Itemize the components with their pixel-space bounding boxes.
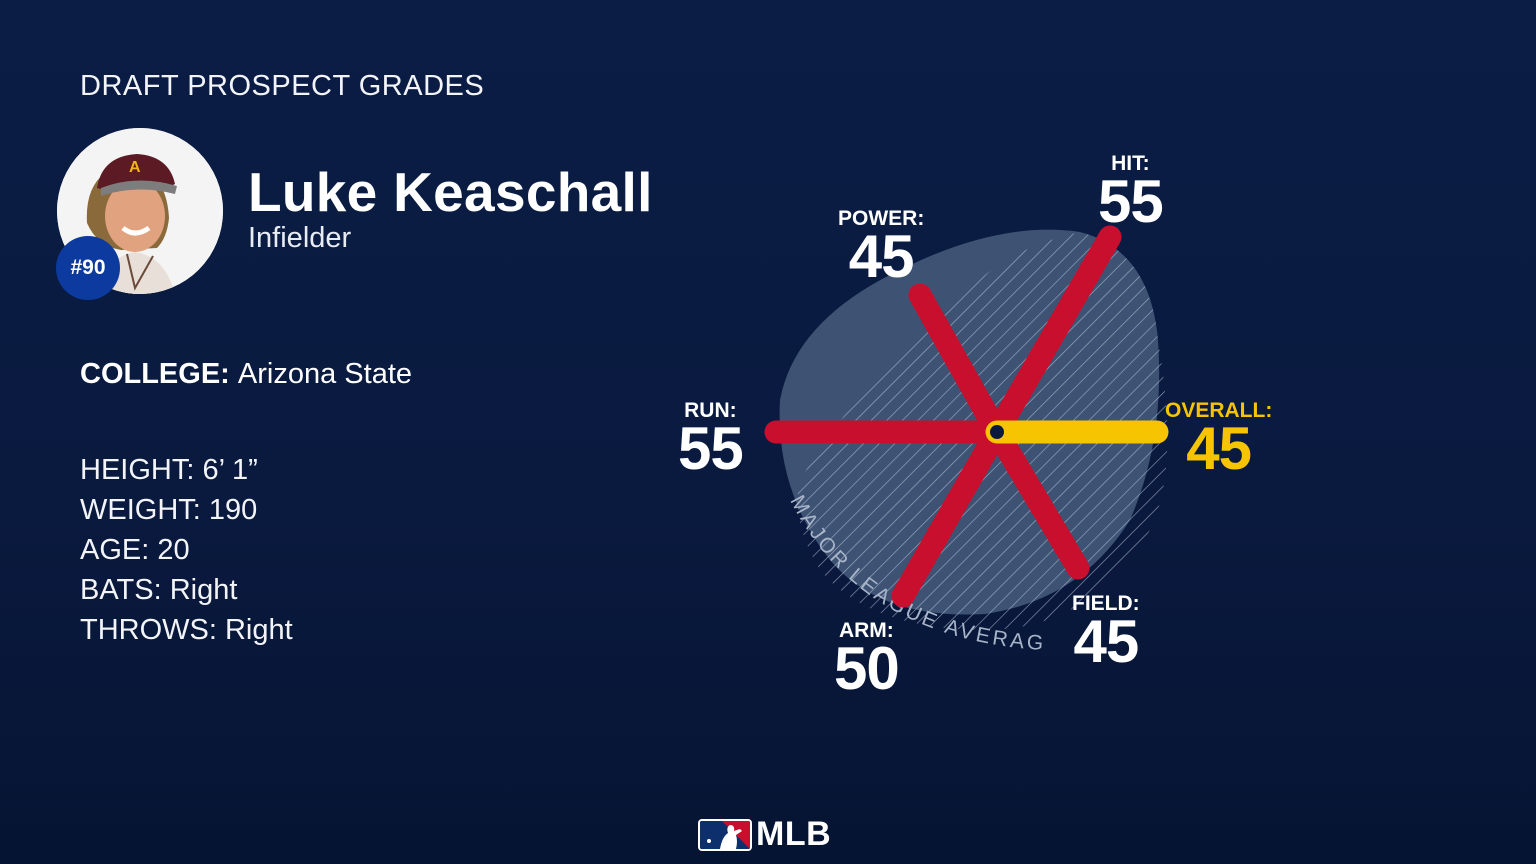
stat-throws: THROWS: Right (80, 614, 293, 646)
label-power: POWER: 45 (838, 207, 925, 290)
stat-age: AGE: 20 (80, 534, 190, 566)
page-kicker: DRAFT PROSPECT GRADES (80, 70, 485, 102)
mlb-wordmark: MLB (756, 815, 832, 853)
tool-bars (764, 225, 1169, 608)
label-run: RUN: 55 (678, 399, 744, 482)
stat-height: HEIGHT: 6’ 1” (80, 454, 258, 486)
stat-weight: WEIGHT: 190 (80, 494, 258, 526)
bar-power (908, 283, 1009, 444)
major-league-average-area: MAJOR LEAGUE AVERAGE (0, 0, 1168, 655)
rank-badge: #90 (56, 236, 120, 300)
player-name: Luke Keaschall (248, 161, 653, 223)
label-overall: OVERALL: 45 (1165, 399, 1273, 482)
college-value: Arizona State (237, 358, 413, 390)
label-arm: ARM: 50 (834, 619, 900, 702)
player-position: Infielder (248, 222, 352, 254)
player-stats: HEIGHT: 6’ 1” WEIGHT: 190 AGE: 20 BATS: … (80, 450, 293, 650)
college-label: COLLEGE: (80, 358, 230, 390)
player-photo: A (57, 128, 223, 294)
bar-arm (891, 420, 1009, 608)
svg-text:A: A (129, 159, 141, 176)
label-field: FIELD: 45 (1072, 592, 1140, 675)
bar-field (985, 420, 1090, 580)
stat-bats: BATS: Right (80, 574, 238, 606)
center-dot (990, 425, 1004, 439)
player-portrait-icon: A (57, 128, 223, 294)
label-hit: HIT: 55 (1098, 152, 1164, 235)
mlb-logo: MLB (698, 815, 831, 854)
bar-hit (985, 225, 1122, 444)
college-line: COLLEGE: Arizona State (80, 358, 412, 391)
mlb-batter-icon (698, 818, 752, 851)
